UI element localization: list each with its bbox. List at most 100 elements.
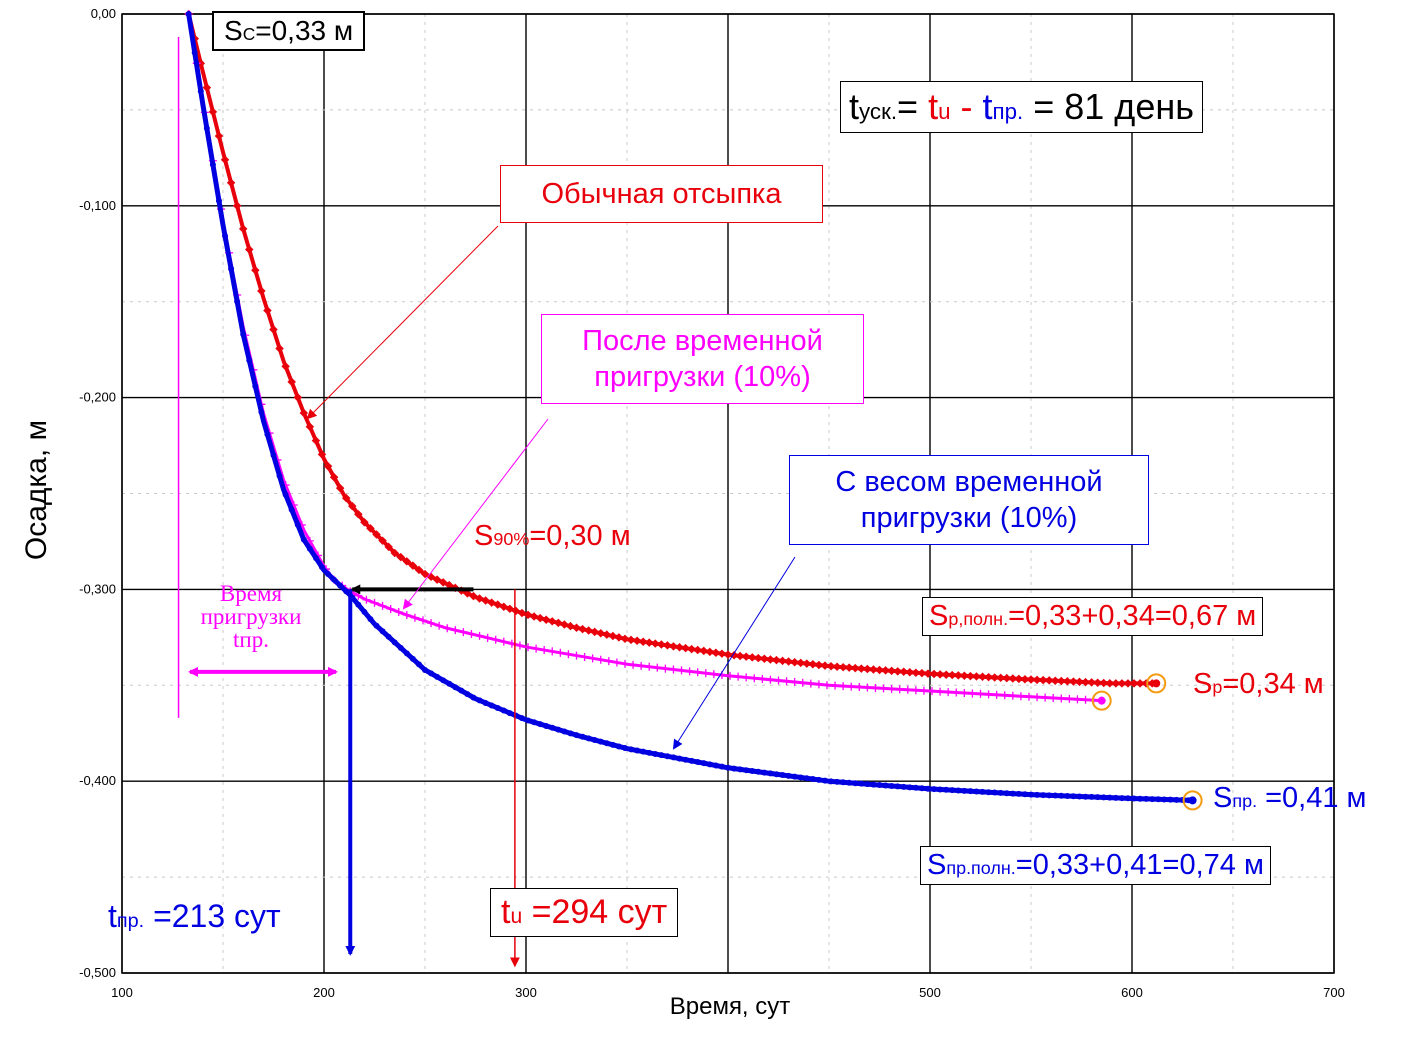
data-point (391, 639, 398, 646)
data-point (561, 728, 568, 735)
data-point (929, 669, 939, 679)
data-point (467, 629, 476, 638)
data-point (855, 683, 864, 692)
data-point (814, 680, 823, 689)
data-point (772, 655, 781, 665)
data-point (737, 766, 744, 773)
data-point (524, 643, 533, 652)
data-point (790, 657, 799, 667)
data-point (831, 681, 840, 690)
data-point (815, 776, 822, 783)
data-point (888, 782, 895, 789)
spr-label: Sпр. =0,41 м (1213, 782, 1367, 814)
data-point (906, 784, 913, 791)
data-point (791, 773, 798, 780)
data-point (506, 710, 513, 717)
data-point (620, 634, 630, 644)
data-point (687, 644, 696, 654)
data-point (782, 677, 791, 686)
data-point (682, 756, 689, 763)
data-point (1173, 796, 1180, 803)
data-point (208, 107, 218, 117)
data-point (1087, 678, 1096, 687)
end-marker (1182, 790, 1203, 811)
data-point (761, 769, 768, 776)
data-point (566, 621, 575, 631)
data-point (341, 493, 351, 503)
data-point (1000, 691, 1009, 700)
data-point (943, 786, 950, 793)
data-point (1111, 679, 1121, 688)
data-point (1070, 793, 1077, 800)
data-point (644, 638, 654, 647)
data-point (325, 571, 332, 578)
data-point (543, 722, 550, 729)
data-point (972, 672, 981, 681)
data-point (282, 491, 289, 498)
data-point (1028, 791, 1034, 798)
x-tick-label: 700 (1323, 985, 1345, 1000)
data-point (535, 613, 545, 623)
data-point (238, 224, 248, 234)
data-point (596, 655, 605, 664)
data-point (968, 689, 977, 698)
data-point (637, 661, 646, 670)
data-point (1049, 694, 1058, 703)
x-tick-label: 200 (313, 985, 335, 1000)
data-point (628, 746, 635, 753)
data-point (767, 770, 774, 777)
data-point (584, 626, 593, 635)
data-point (870, 781, 877, 788)
data-point (937, 786, 944, 793)
data-point (596, 629, 605, 638)
data-point (578, 624, 587, 634)
data-point (572, 651, 581, 660)
data-point (685, 667, 694, 676)
data-point (766, 655, 775, 664)
data-point (408, 561, 418, 570)
data-point (1161, 796, 1168, 803)
data-point (591, 737, 598, 744)
data-point (851, 663, 860, 673)
data-point (790, 678, 799, 687)
data-point (428, 670, 435, 677)
sc-label: SС=0,33 м (212, 11, 366, 51)
data-point (215, 197, 222, 204)
data-point (590, 627, 599, 637)
data-point (415, 661, 422, 668)
tick-labels: 100 200 300 500 600 700 0,00 -0,100 -0,200 -0,300… (79, 6, 1345, 1000)
data-point (978, 672, 987, 682)
data-point (876, 782, 883, 789)
data-point (731, 765, 738, 772)
data-point (1046, 792, 1053, 799)
data-point (335, 483, 345, 493)
data-point (523, 610, 533, 620)
data-point (1038, 675, 1048, 685)
data-point (912, 784, 919, 791)
data-point (917, 668, 927, 678)
data-point (323, 462, 333, 471)
data-point (222, 232, 229, 239)
data-point (984, 690, 993, 699)
data-point (802, 659, 812, 668)
data-point (725, 764, 731, 771)
data-point (427, 619, 436, 628)
y-tick-label: -0,200 (79, 390, 116, 405)
data-point (796, 658, 805, 668)
data-point (734, 672, 743, 681)
data-point (699, 646, 709, 656)
data-point (579, 733, 586, 740)
data-point (931, 786, 938, 793)
data-point (966, 671, 975, 681)
data-point (390, 548, 399, 558)
data-point (1149, 796, 1156, 803)
data-point (1076, 793, 1083, 800)
data-point (1008, 691, 1017, 700)
data-point (1143, 795, 1150, 802)
data-point (440, 677, 447, 684)
data-point (645, 662, 654, 671)
data-point (954, 671, 963, 680)
data-point (1032, 675, 1042, 685)
data-point (403, 650, 410, 657)
